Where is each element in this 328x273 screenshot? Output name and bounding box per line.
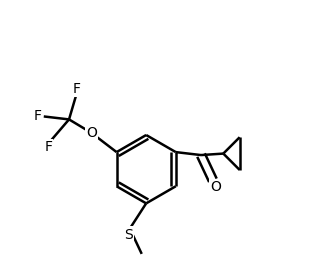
Text: F: F [72,82,80,96]
Text: O: O [86,126,97,140]
Text: F: F [44,140,52,154]
Text: O: O [211,180,221,194]
Text: F: F [33,109,41,123]
Text: S: S [124,228,133,242]
